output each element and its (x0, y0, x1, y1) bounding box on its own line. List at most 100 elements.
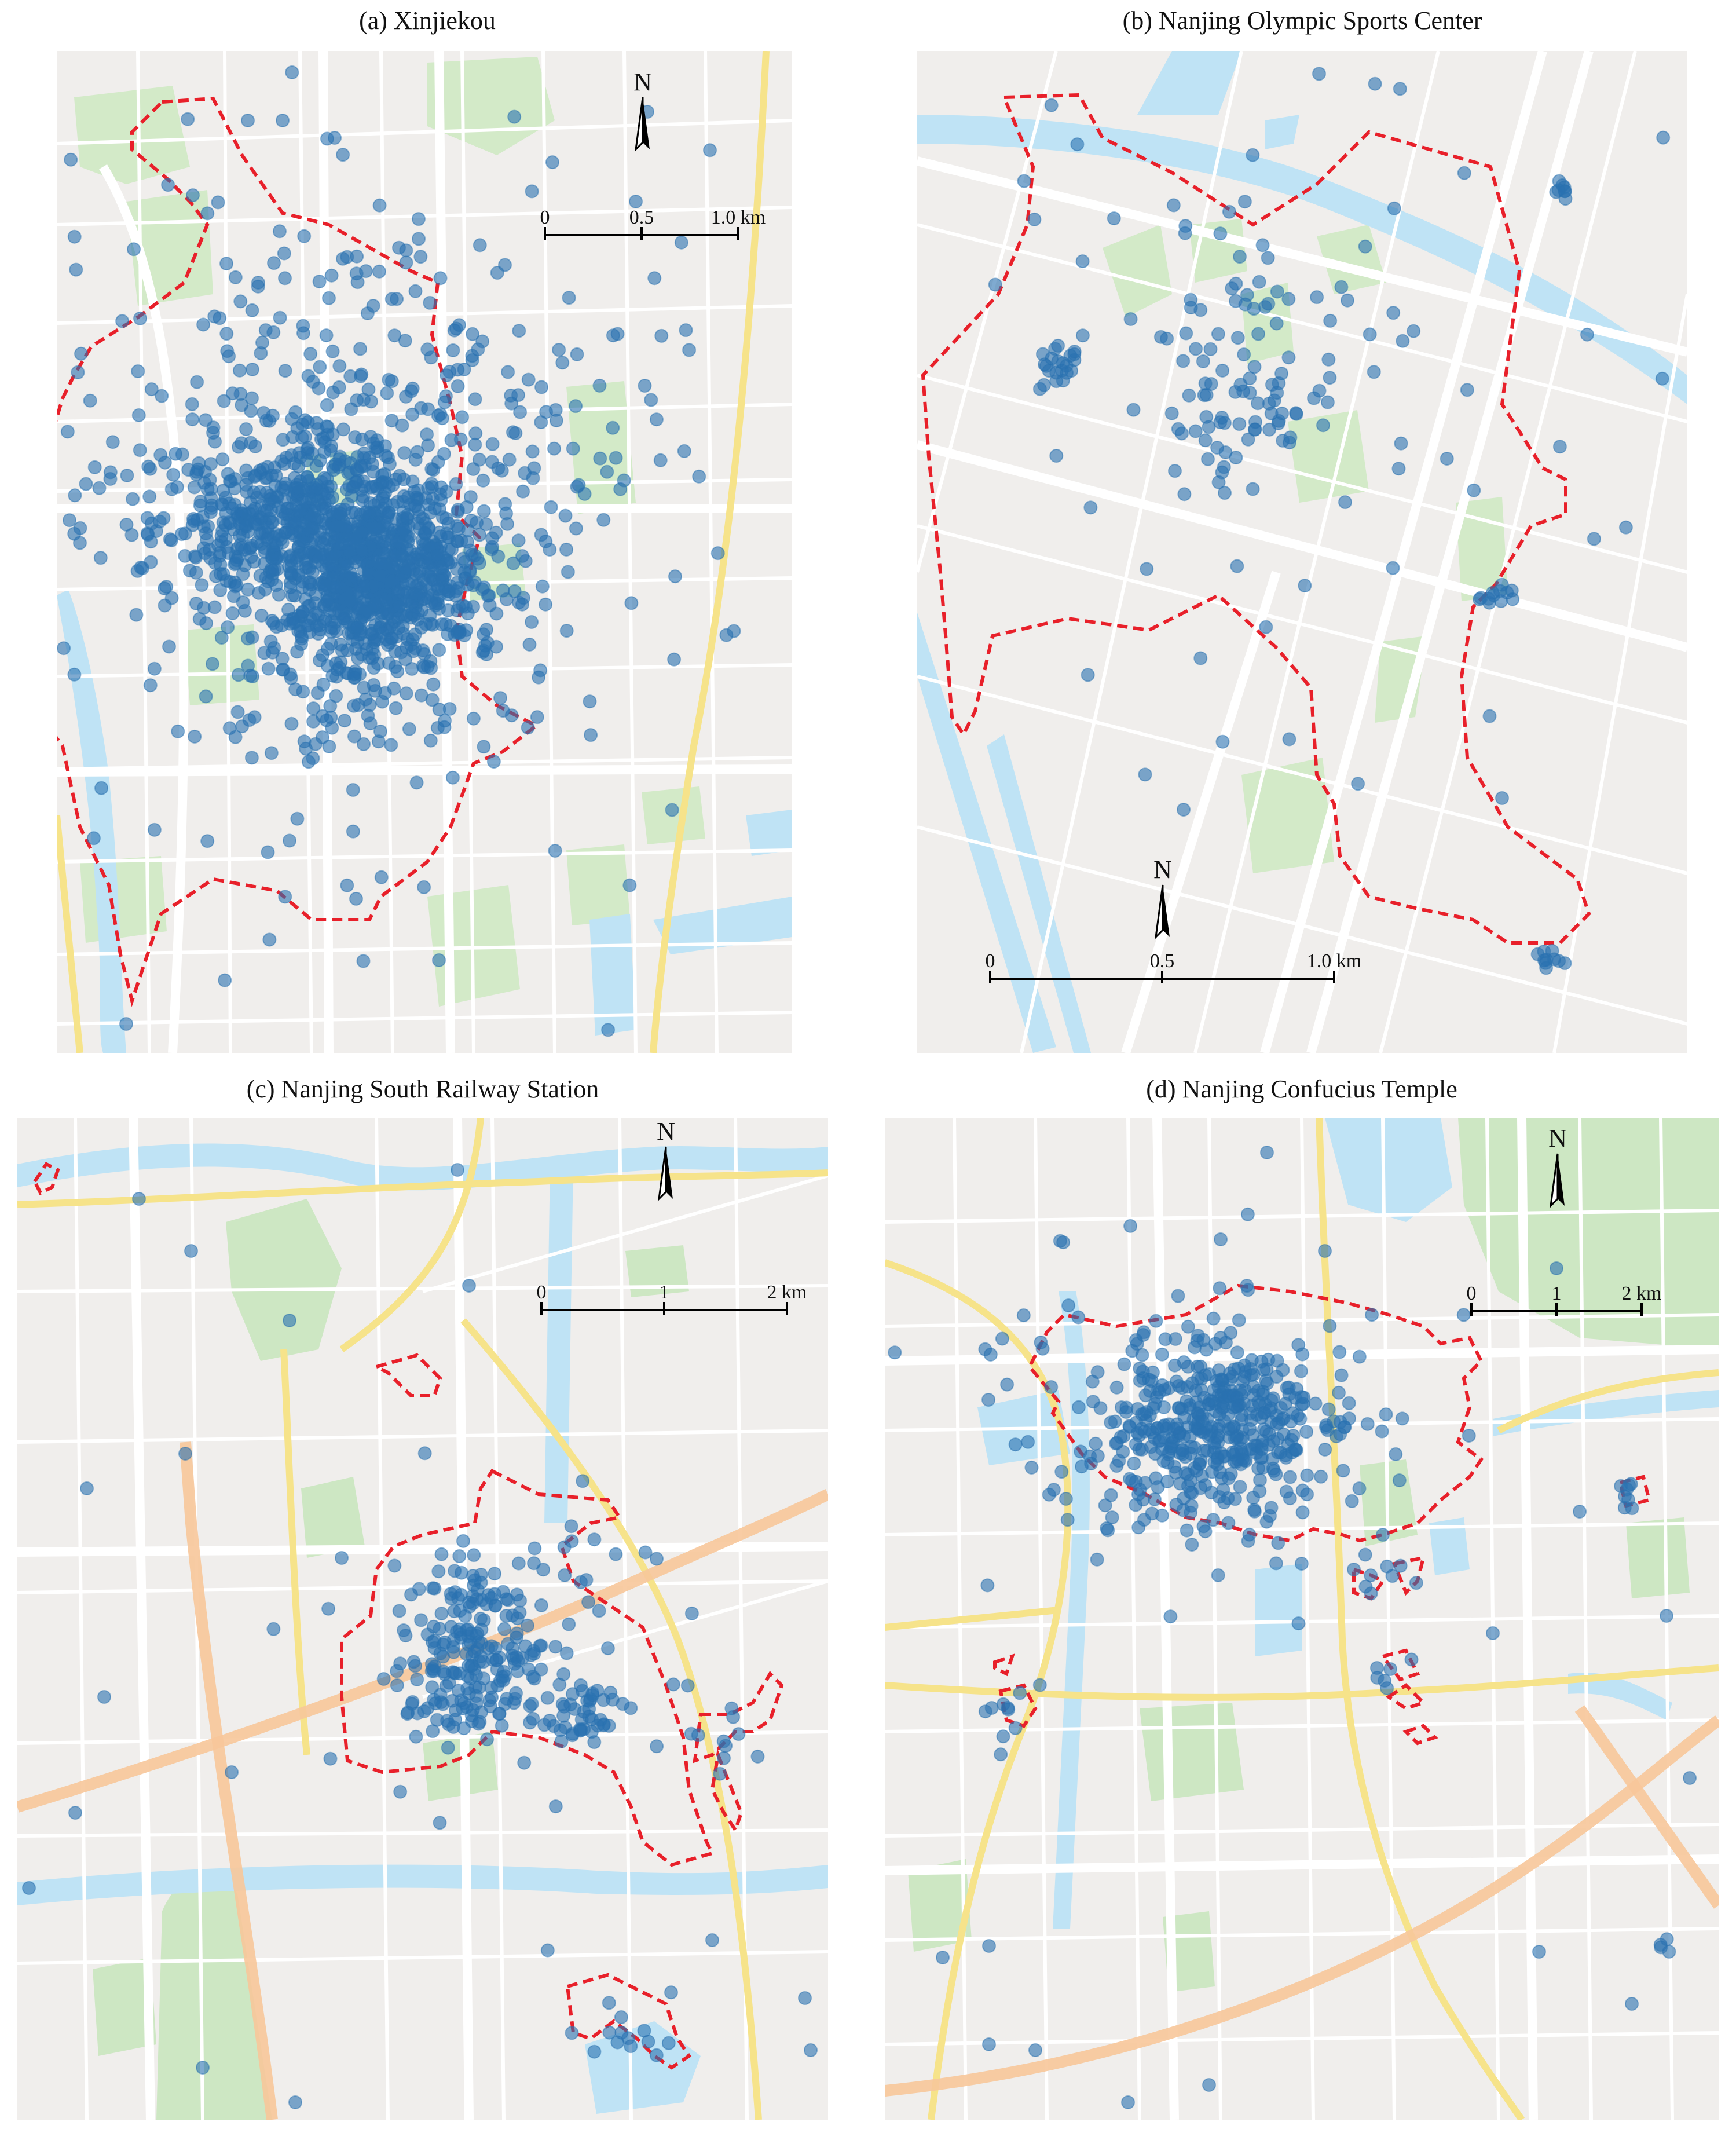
station-point (247, 470, 262, 484)
station-point (206, 420, 221, 435)
station-point (1083, 500, 1098, 515)
station-point (592, 378, 607, 393)
station-point (1233, 250, 1247, 264)
station-point (334, 536, 349, 551)
map-panel-olympic-sports-center[interactable]: N 0 0.5 1.0 km (917, 51, 1687, 1053)
map-panel-xinjiekou[interactable]: N 0 0.5 1.0 km (57, 51, 792, 1053)
station-point (543, 543, 557, 557)
station-point (463, 1599, 477, 1614)
station-point (1206, 1513, 1221, 1527)
station-point (131, 408, 146, 422)
station-point (463, 543, 478, 558)
station-point (305, 447, 320, 461)
station-point (535, 579, 550, 594)
scale-tick-0: 0 (540, 207, 550, 228)
station-point (1238, 297, 1252, 312)
scale-tick-1: 0.5 (629, 207, 654, 228)
station-point (1370, 1661, 1384, 1675)
station-point (1338, 495, 1352, 510)
station-point (654, 328, 669, 343)
station-point (1123, 1219, 1138, 1233)
station-point (1176, 354, 1191, 368)
station-point (325, 344, 340, 358)
station-point (1352, 1481, 1367, 1496)
station-point (349, 475, 364, 489)
station-point (303, 510, 318, 524)
station-point (1246, 1491, 1261, 1505)
station-point (584, 728, 598, 742)
station-point (294, 629, 309, 643)
station-point (1312, 67, 1326, 81)
station-point (398, 1629, 413, 1643)
station-point (507, 1696, 521, 1710)
station-point (105, 435, 120, 449)
station-point (434, 1607, 449, 1621)
station-point (97, 1690, 111, 1704)
station-point (1195, 1407, 1210, 1422)
station-point (164, 533, 178, 548)
station-point (245, 303, 259, 317)
station-point (214, 631, 229, 645)
station-point (169, 447, 183, 461)
map-panel-south-railway-station[interactable]: N 0 1 2 km (17, 1118, 828, 2120)
station-point (306, 521, 320, 536)
station-point (490, 266, 504, 280)
station-point (1164, 406, 1179, 420)
station-point (1338, 1420, 1352, 1435)
station-point (1300, 1487, 1314, 1502)
station-point (225, 606, 240, 620)
map-panel-confucius-temple[interactable]: N 0 1 2 km (885, 1118, 1719, 2120)
scale-tick-1: 1 (1552, 1283, 1562, 1304)
station-point (221, 620, 235, 634)
scale-tick-0: 0 (1467, 1283, 1477, 1304)
station-point (400, 594, 414, 608)
station-point (477, 740, 491, 754)
station-point (1188, 1441, 1202, 1455)
station-point (1199, 1421, 1213, 1435)
station-point (471, 1717, 486, 1731)
station-point (399, 255, 413, 270)
station-point (1271, 1536, 1285, 1550)
station-point (417, 660, 431, 675)
station-point (552, 343, 566, 357)
station-point (349, 891, 363, 906)
station-point (705, 1933, 719, 1947)
station-point (67, 229, 82, 244)
station-point (1259, 1374, 1273, 1388)
station-point (171, 724, 185, 738)
station-point (350, 249, 364, 264)
station-point (178, 526, 192, 541)
station-point (481, 588, 495, 603)
station-point (346, 824, 360, 839)
station-point (441, 1740, 455, 1755)
water-bodies (917, 51, 1687, 1053)
station-point (432, 643, 446, 657)
station-point (446, 343, 460, 357)
station-point (266, 1622, 281, 1636)
station-point (228, 270, 243, 284)
station-point (444, 433, 459, 447)
station-point (189, 464, 204, 479)
station-point (638, 1545, 653, 1560)
map-canvas: N 0 0.5 1.0 km (917, 51, 1687, 1053)
station-point (466, 327, 479, 341)
station-point (433, 1816, 447, 1830)
station-point (521, 372, 536, 387)
station-point (252, 485, 267, 499)
station-point (320, 486, 335, 500)
station-point (351, 651, 365, 665)
station-point (285, 612, 300, 627)
station-point (264, 503, 279, 517)
station-point (1295, 1505, 1310, 1520)
station-point (1407, 324, 1421, 338)
station-point (1336, 1464, 1350, 1478)
station-point (426, 463, 441, 477)
station-point (300, 470, 314, 485)
cluster-boundary (57, 96, 540, 1007)
station-point (323, 699, 338, 713)
station-point (653, 453, 668, 467)
station-point (235, 398, 249, 412)
station-point (1504, 583, 1519, 598)
station-point (133, 443, 147, 458)
station-point (477, 643, 491, 658)
